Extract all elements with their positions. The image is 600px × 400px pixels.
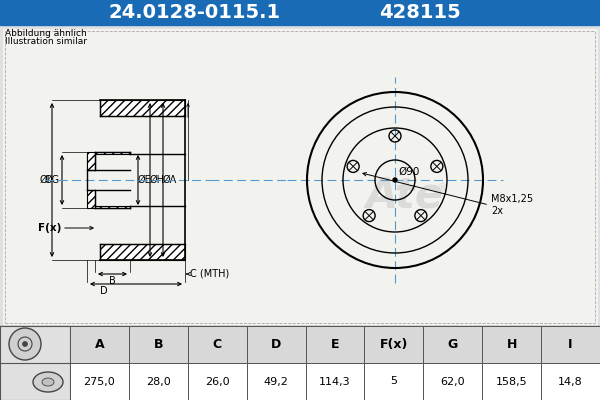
Bar: [364, 363, 424, 400]
Bar: [100, 100, 185, 116]
Bar: [541, 363, 600, 400]
Bar: [5, 31, 595, 323]
Bar: [541, 326, 600, 363]
Bar: [95, 152, 130, 154]
Bar: [188, 326, 247, 363]
Bar: [87, 152, 95, 170]
Bar: [482, 363, 541, 400]
Text: 158,5: 158,5: [496, 376, 527, 386]
Circle shape: [393, 178, 397, 182]
Text: Abbildung ähnlich: Abbildung ähnlich: [5, 29, 87, 38]
Circle shape: [9, 328, 41, 360]
Text: B: B: [154, 338, 163, 351]
Text: C: C: [212, 338, 222, 351]
Bar: [3, 29, 597, 325]
Text: ØG: ØG: [45, 175, 60, 185]
Bar: [364, 326, 424, 363]
Bar: [247, 363, 305, 400]
Text: 62,0: 62,0: [440, 376, 465, 386]
Text: Ate: Ate: [366, 174, 444, 216]
Text: H: H: [506, 338, 517, 351]
Text: F(x): F(x): [380, 338, 408, 351]
Text: 5: 5: [391, 376, 397, 386]
Bar: [100, 244, 185, 260]
Text: 114,3: 114,3: [319, 376, 351, 386]
Bar: [305, 363, 364, 400]
Text: F(x): F(x): [38, 223, 61, 233]
Bar: [188, 363, 247, 400]
Text: 28,0: 28,0: [146, 376, 171, 386]
Bar: [70, 326, 129, 363]
Text: B: B: [109, 276, 116, 286]
Bar: [0, 326, 70, 400]
Text: D: D: [100, 286, 107, 296]
Text: Ø90: Ø90: [398, 167, 419, 177]
Text: 275,0: 275,0: [83, 376, 115, 386]
Text: ØH: ØH: [150, 175, 165, 185]
Bar: [129, 326, 188, 363]
Text: ®: ®: [437, 183, 448, 193]
Text: D: D: [271, 338, 281, 351]
Circle shape: [18, 337, 32, 351]
Ellipse shape: [42, 378, 54, 386]
Bar: [0, 0, 600, 25]
Text: ØE: ØE: [138, 175, 152, 185]
Text: I: I: [568, 338, 573, 351]
Bar: [95, 206, 130, 208]
Text: C (MTH): C (MTH): [190, 269, 229, 279]
Text: 428115: 428115: [379, 3, 461, 22]
Text: E: E: [331, 338, 339, 351]
Text: 26,0: 26,0: [205, 376, 230, 386]
Text: A: A: [95, 338, 104, 351]
Ellipse shape: [33, 372, 63, 392]
Bar: [482, 326, 541, 363]
Text: 49,2: 49,2: [263, 376, 289, 386]
Bar: [87, 190, 95, 208]
Bar: [87, 154, 95, 170]
Bar: [424, 363, 482, 400]
Text: ØI: ØI: [40, 175, 50, 185]
Text: G: G: [448, 338, 458, 351]
Bar: [70, 363, 129, 400]
Bar: [129, 363, 188, 400]
Text: 24.0128-0115.1: 24.0128-0115.1: [109, 3, 281, 22]
Bar: [247, 326, 305, 363]
Text: ØA: ØA: [163, 175, 177, 185]
Text: Illustration similar: Illustration similar: [5, 37, 87, 46]
Bar: [424, 326, 482, 363]
Bar: [305, 326, 364, 363]
Text: 14,8: 14,8: [558, 376, 583, 386]
Text: M8x1,25
2x: M8x1,25 2x: [491, 194, 533, 216]
Bar: [0, 326, 600, 400]
Circle shape: [23, 342, 28, 346]
